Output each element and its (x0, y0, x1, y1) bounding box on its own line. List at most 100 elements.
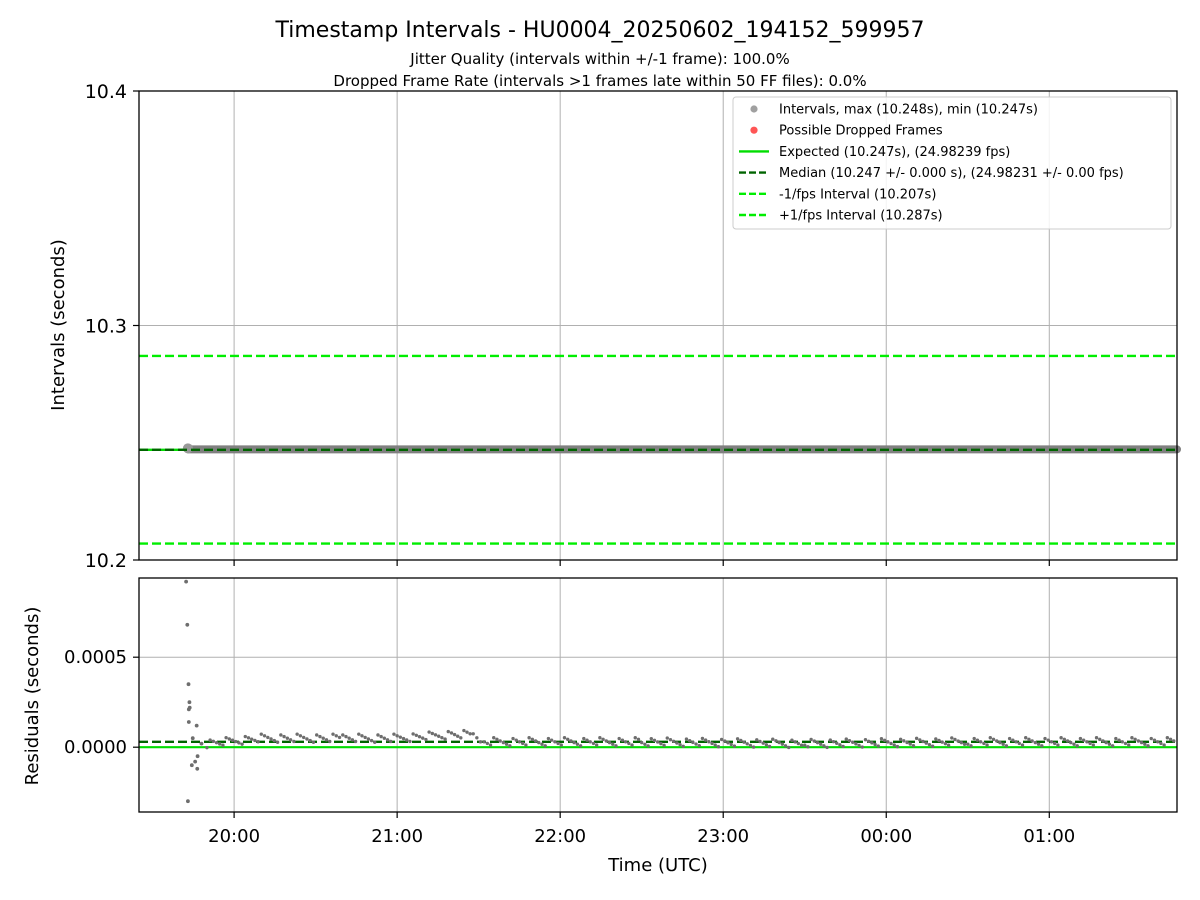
residual-point-4 (187, 700, 192, 705)
residual-point-9 (194, 723, 199, 728)
residual-trend-point-7-4 (652, 738, 657, 743)
residual-trend-point-9-15 (1014, 740, 1018, 744)
residual-trend-point-9-56 (1146, 744, 1150, 748)
residual-trend-point-9-13 (1007, 736, 1012, 741)
intervals-first-point (182, 443, 193, 454)
residual-trend-point-9-0 (966, 742, 970, 746)
residual-trend-point-1-1 (262, 734, 267, 738)
residual-trend-point-8-47 (953, 737, 957, 742)
residual-point-5 (186, 799, 190, 804)
residual-trend-point-6-11 (517, 740, 522, 744)
residual-trend-point-4-3 (459, 736, 463, 740)
residual-trend-point-6-37 (601, 737, 605, 742)
residual-trend-point-9-29 (1059, 736, 1063, 740)
residual-trend-point-9-30 (1062, 737, 1067, 742)
residual-point-1 (185, 622, 190, 627)
residual-trend-point-6-39 (607, 740, 612, 745)
residual-trend-point-6-18 (540, 742, 544, 746)
residual-trend-point-9-41 (1098, 737, 1102, 742)
residual-trend-point-6-1 (485, 741, 490, 746)
time-x-tick-label-1: 21:00 (371, 826, 423, 847)
residual-trend-point-8-12 (841, 744, 845, 749)
residual-trend-point-1-19 (321, 736, 325, 740)
residual-point-13 (195, 766, 200, 771)
residual-trend-point-8-8 (828, 738, 833, 742)
residual-trend-point-9-57 (1149, 736, 1153, 741)
residual-trend-point-6-34 (591, 741, 596, 746)
residual-trend-point-9-32 (1069, 740, 1073, 745)
residual-trend-point-8-22 (873, 742, 877, 747)
residual-trend-point-6-15 (530, 737, 535, 742)
residual-trend-point-6-7 (504, 742, 509, 746)
residual-trend-point-7-6 (659, 741, 663, 746)
residual-trend-point-6-42 (617, 736, 621, 741)
residual-trend-point-6-43 (620, 738, 625, 742)
residual-trend-point-6-10 (514, 738, 518, 742)
residual-trend-point-8-10 (835, 741, 839, 745)
residual-trend-point-6-38 (604, 739, 609, 743)
residual-trend-point-2-1 (344, 734, 348, 739)
residual-trend-point-7-27 (726, 741, 730, 745)
residual-point-0 (184, 579, 189, 584)
residual-trend-point-7-3 (649, 736, 653, 741)
residual-trend-point-5-1 (475, 736, 479, 740)
residual-trend-point-3-8 (421, 736, 425, 740)
residual-trend-point-9-11 (1001, 742, 1005, 746)
residual-trend-point-7-23 (713, 743, 717, 747)
residual-trend-point-7-14 (684, 737, 689, 741)
residual-trend-point-4-4 (462, 728, 466, 733)
residual-trend-point-4-0 (449, 731, 454, 735)
residual-trend-point-8-15 (850, 740, 855, 744)
residual-trend-point-8-50 (962, 742, 967, 746)
residual-trend-point-1-24 (337, 735, 342, 740)
residual-trend-point-7-29 (732, 744, 737, 748)
residual-trend-point-7-7 (662, 743, 666, 747)
residual-trend-point-4-5 (465, 730, 469, 734)
residual-trend-point-9-4 (978, 740, 983, 744)
residual-trend-point-6-23 (556, 741, 560, 746)
residual-trend-point-0-16 (256, 740, 260, 744)
residual-trend-point-8-46 (950, 736, 954, 740)
time-x-tick-label-0: 20:00 (208, 826, 260, 847)
residual-trend-point-9-28 (1056, 743, 1060, 747)
residual-trend-point-1-15 (308, 738, 312, 743)
residual-trend-point-7-38 (761, 741, 765, 745)
intervals-ticks: 10.2 10.3 10.4 (85, 81, 1050, 572)
residual-trend-point-6-22 (553, 740, 557, 744)
residual-trend-point-8-1 (806, 745, 810, 749)
residual-point-8 (190, 736, 195, 741)
residual-trend-point-7-13 (681, 744, 685, 749)
residual-trend-point-6-28 (572, 740, 576, 745)
residual-trend-point-9-52 (1133, 737, 1137, 742)
residual-trend-point-0-9 (234, 739, 238, 744)
residual-trend-point-9-14 (1011, 738, 1015, 742)
intervals-legend: Intervals, max (10.248s), min (10.247s) P… (732, 96, 1172, 230)
residual-trend-point-6-33 (588, 740, 592, 744)
residual-trend-point-9-23 (1040, 744, 1044, 748)
residual-trend-point-8-18 (860, 745, 864, 749)
residual-trend-point-0-3 (214, 740, 219, 745)
residual-trend-point-2-14 (385, 738, 390, 742)
residuals-plot-frame (138, 577, 1178, 813)
residual-trend-point-6-41 (614, 744, 618, 748)
residual-trend-point-8-27 (889, 741, 893, 746)
residual-trend-point-7-11 (675, 741, 679, 745)
residual-trend-point-3-0 (395, 734, 399, 738)
residual-point-14 (186, 707, 191, 712)
residual-trend-point-7-47 (790, 738, 794, 742)
residual-trend-point-0-15 (253, 738, 257, 743)
residuals-ticks: 20:00 21:00 22:00 23:00 00:00 01:00 0.0000 0.00… (64, 647, 1075, 847)
residual-trend-point-8-2 (809, 737, 813, 742)
residual-trend-point-8-4 (815, 740, 820, 745)
residual-trend-point-8-31 (902, 739, 906, 743)
residual-trend-point-8-25 (882, 738, 887, 742)
residual-trend-point-7-10 (671, 739, 676, 744)
legend-label-4: -1/fps Interval (10.207s) (779, 187, 936, 202)
residual-trend-point-9-39 (1091, 743, 1096, 747)
residual-trend-point-3-2 (401, 736, 406, 741)
intervals-y-tick-label-1: 10.3 (85, 316, 127, 338)
time-x-tick-label-3: 23:00 (697, 826, 749, 847)
residual-trend-point-1-22 (331, 732, 335, 736)
residual-trend-point-7-43 (777, 740, 781, 745)
residual-trend-point-1-5 (275, 740, 280, 744)
